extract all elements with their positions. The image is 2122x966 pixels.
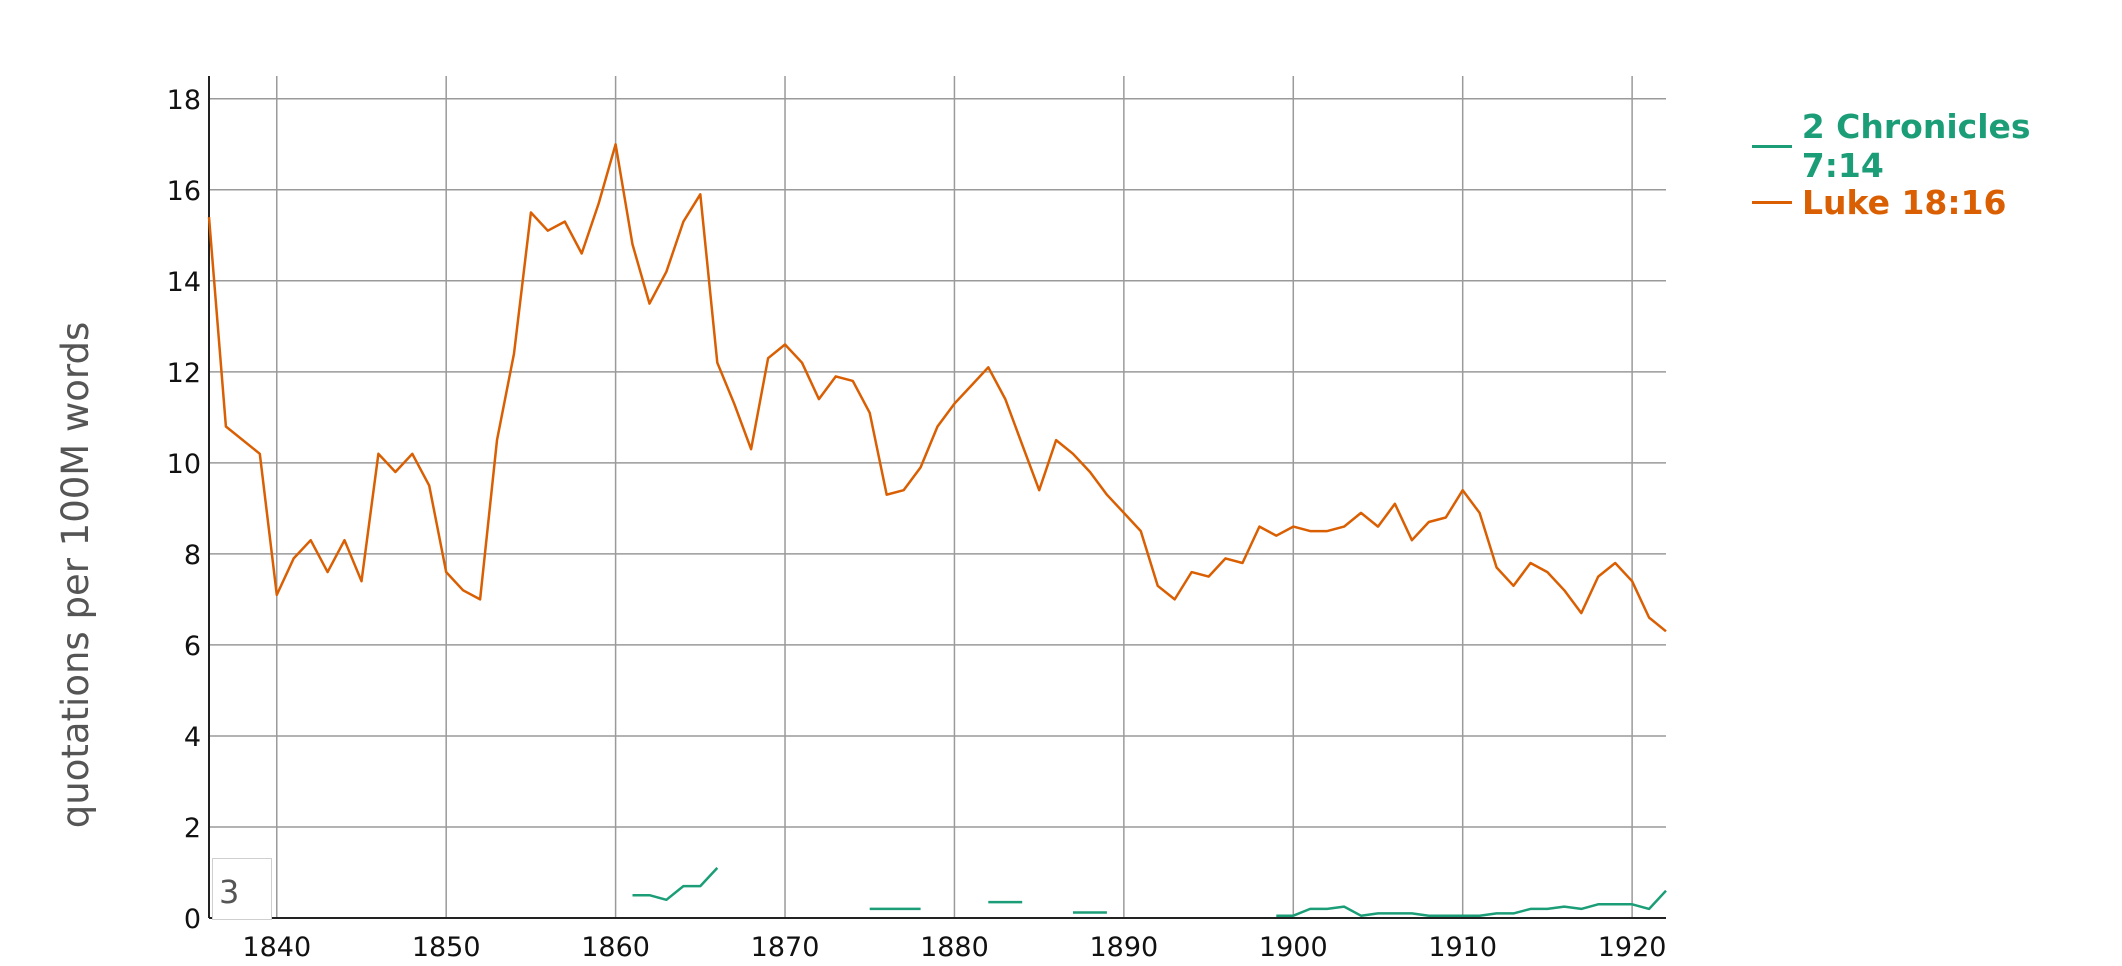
- y-tick-label: 14: [167, 267, 201, 298]
- series-lines: [207, 143, 1667, 917]
- legend-item-2-chronicles[interactable]: 2 Chronicles 7:14: [1752, 107, 2122, 185]
- x-tick-label: 1890: [1090, 932, 1159, 963]
- legend-label-2-chronicles: 2 Chronicles 7:14: [1801, 107, 2031, 185]
- y-tick-label: 16: [167, 176, 201, 207]
- y-tick-label: 2: [184, 813, 201, 844]
- y-tick-label: 0: [184, 904, 201, 935]
- axes: 0 2 4 6 8 10 12 14 16 18 1840 1850 1860 1870 1880 1890 1…: [167, 76, 1667, 963]
- series-line-2-chronicles-7-14: [1276, 889, 1667, 917]
- x-tick-label: 1840: [242, 932, 311, 963]
- y-tick-label: 10: [167, 449, 201, 480]
- legend-item-luke[interactable]: Luke 18:16: [1752, 174, 2122, 230]
- x-tick-label: 1870: [751, 932, 820, 963]
- x-tick-label: 1910: [1428, 932, 1497, 963]
- legend-swatch-2-chronicles: [1752, 144, 1792, 148]
- series-line-2-chronicles-7-14: [632, 867, 719, 902]
- legend: 2 Chronicles 7:14 Luke 18:16: [1752, 107, 2122, 230]
- x-tick-label: 1880: [920, 932, 989, 963]
- y-tick-label: 8: [184, 540, 201, 571]
- legend-swatch-luke: [1752, 200, 1792, 204]
- x-tick-label: 1860: [581, 932, 650, 963]
- y-tick-label: 18: [167, 85, 201, 116]
- smoothing-input[interactable]: 3: [212, 858, 272, 920]
- y-axis-label: quotations per 100M words: [54, 322, 97, 828]
- x-tick-label: 1850: [412, 932, 481, 963]
- y-tick-label: 12: [167, 358, 201, 389]
- y-tick-label: 6: [184, 631, 201, 662]
- x-tick-label: 1920: [1598, 932, 1667, 963]
- x-tick-label: 1900: [1259, 932, 1328, 963]
- legend-label-luke: Luke 18:16: [1802, 182, 2007, 222]
- y-tick-label: 4: [184, 722, 201, 753]
- series-line-luke-18-16: [207, 143, 1667, 633]
- grid: [209, 76, 1666, 919]
